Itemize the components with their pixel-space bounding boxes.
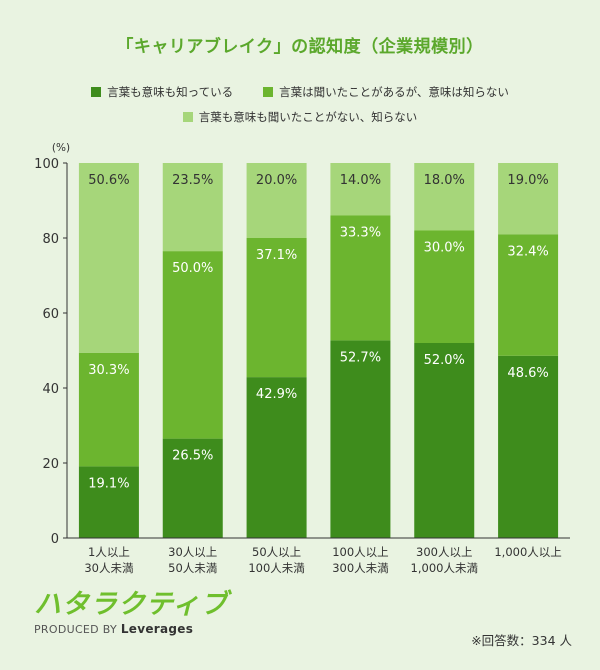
bar-segment [330,340,391,538]
data-label: 30.0% [424,241,465,256]
y-tick-label: 100 [34,157,59,172]
bar-segment [78,352,139,467]
bar-segment [498,355,559,538]
data-label: 48.6% [507,366,548,381]
data-label: 19.0% [507,173,548,188]
legend-swatch [182,112,193,122]
data-label: 50.6% [88,173,129,188]
data-label: 30.3% [88,363,129,378]
logo-sub-brand: Leverages [120,622,194,636]
x-tick-label: 1,000人以上 [494,545,561,559]
bar-segment [78,466,139,538]
data-label: 42.9% [256,387,297,402]
bar-segment [414,343,475,538]
data-label: 23.5% [172,173,213,188]
bar-segment [162,251,223,439]
data-label: 14.0% [340,173,381,188]
x-tick-label: 300人未満 [332,561,388,575]
stacked-bar-chart: (%) 0 20 40 60 80 100 19.1% 30.3% 50.6% 1人以上 30人未満 2… [34,142,570,575]
bar-segment [246,163,307,238]
y-tick-label: 20 [42,457,59,472]
data-label: 32.4% [507,244,548,259]
logo-sub-prefix: PRODUCED BY [34,623,118,636]
x-tick-label: 1人以上 [88,545,130,559]
y-axis-unit-label: (%) [52,142,70,154]
x-tick-label: 30人以上 [168,545,217,559]
data-label: 19.1% [88,476,129,491]
bar-segment [246,377,307,538]
bar-segment [414,230,475,343]
legend-label: 言葉も意味も知っている [107,85,234,99]
bar-segment [330,163,391,216]
bar-segment [414,163,475,231]
legend-label: 言葉は聞いたことがあるが、意味は知らない [279,85,509,99]
data-label: 33.3% [340,226,381,241]
bar-segment [498,163,559,235]
legend-item: 言葉も意味も聞いたことがない、知らない [182,109,418,125]
y-tick-label: 60 [42,307,59,322]
legend-item: 言葉も意味も知っている [91,84,233,100]
logo-mark: ハタラクティブ [34,589,229,620]
bar-segment [78,163,139,353]
y-tick-label: 40 [42,382,59,397]
y-tick-label: 0 [51,532,59,547]
x-tick-label: 100人以上 [332,545,388,559]
y-tick-label: 80 [42,232,59,247]
x-tick-label: 1,000人未満 [411,561,478,575]
bar-segment [330,215,391,341]
data-label: 50.0% [172,261,213,276]
legend-swatch [91,87,102,97]
logo-subtitle: PRODUCED BY Leverages [34,622,228,636]
data-label: 37.1% [256,248,297,263]
x-tick-label: 300人以上 [416,545,472,559]
brand-logo: ハタラクティブ PRODUCED BY Leverages [34,589,229,637]
data-label: 52.7% [340,350,381,365]
data-label: 18.0% [424,173,465,188]
bar-segment [162,438,223,538]
data-label: 52.0% [424,353,465,368]
chart-title: 「キャリアブレイク」の認知度（企業規模別） [116,37,484,57]
legend-swatch [263,87,274,97]
data-label: 20.0% [256,173,297,188]
x-tick-label: 30人未満 [84,561,133,575]
data-label: 26.5% [172,449,213,464]
legend-item: 言葉は聞いたことがあるが、意味は知らない [263,84,509,100]
bar-segment [498,234,559,356]
legend-label: 言葉も意味も聞いたことがない、知らない [198,110,418,124]
x-tick-label: 50人以上 [252,545,301,559]
response-count-note: ※回答数：334 人 [471,633,572,648]
x-tick-label: 50人未満 [168,561,217,575]
x-tick-label: 100人未満 [248,561,304,575]
bar-segment [162,163,223,252]
bar-segment [246,238,307,378]
